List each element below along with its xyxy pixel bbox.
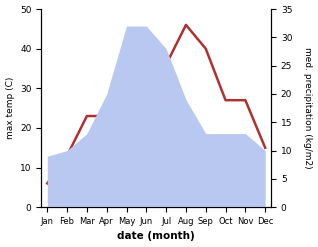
Y-axis label: max temp (C): max temp (C) xyxy=(5,77,15,139)
X-axis label: date (month): date (month) xyxy=(117,231,195,242)
Y-axis label: med. precipitation (kg/m2): med. precipitation (kg/m2) xyxy=(303,47,313,169)
